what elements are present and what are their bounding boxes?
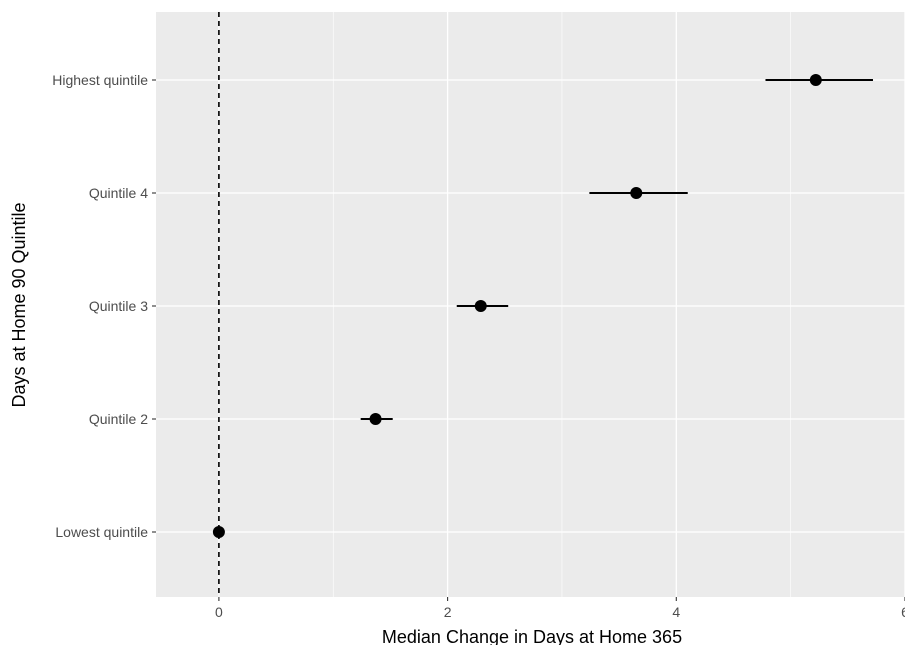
y-axis: Highest quintile Quintile 4 Quintile 3 Quin… (52, 72, 156, 540)
y-tick-label: Quintile 2 (89, 411, 148, 427)
estimate-point (630, 187, 643, 199)
x-axis-title: Median Change in Days at Home 365 (382, 627, 682, 645)
x-axis: 0 2 4 6 (215, 597, 905, 620)
x-tick-label: 6 (901, 604, 905, 620)
minor-gridlines (332, 12, 791, 597)
estimate-point (809, 74, 822, 86)
major-gridlines (156, 12, 905, 597)
estimate-point (369, 413, 382, 425)
y-tick-label: Highest quintile (52, 72, 148, 88)
estimate-point (474, 300, 487, 312)
x-tick-label: 2 (444, 604, 452, 620)
y-axis-title: Days at Home 90 Quintile (9, 202, 29, 407)
x-tick-label: 0 (215, 604, 223, 620)
y-tick-label: Quintile 4 (89, 185, 148, 201)
x-tick-label: 4 (672, 604, 680, 620)
y-tick-label: Lowest quintile (55, 524, 148, 540)
y-tick-label: Quintile 3 (89, 298, 148, 314)
estimate-points (212, 74, 822, 538)
plot-panel (156, 12, 905, 597)
estimate-point (212, 526, 225, 538)
